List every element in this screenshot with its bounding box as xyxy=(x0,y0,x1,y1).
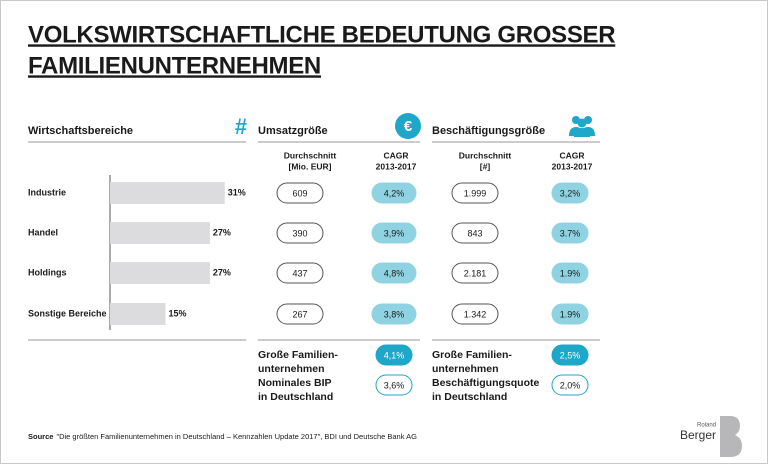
value-label: 31% xyxy=(228,187,246,197)
value-label: 15% xyxy=(169,308,187,318)
summary-label: unternehmen xyxy=(432,363,499,375)
summary-label: Große Familien- xyxy=(258,349,338,361)
pill-value: 843 xyxy=(467,228,482,238)
pill xyxy=(371,262,417,284)
icon-part xyxy=(569,127,595,137)
column-header: CAGR xyxy=(383,150,408,160)
bar xyxy=(110,303,166,325)
pill-value: 3,2% xyxy=(560,188,581,198)
people-icon xyxy=(569,116,595,137)
column-header: Durchschnitt xyxy=(284,150,337,160)
section-title: Beschäftigungsgröße xyxy=(432,125,545,137)
summary-label: Große Familien- xyxy=(432,349,512,361)
pill xyxy=(551,182,589,204)
pill-value: 3,6% xyxy=(384,380,405,390)
pill xyxy=(551,344,589,366)
section-title: Wirtschaftsbereiche xyxy=(28,125,133,137)
column-header: Durchschnitt xyxy=(459,150,512,160)
pill-value: 4,1% xyxy=(384,350,405,360)
bar xyxy=(110,182,225,204)
title-line: VOLKSWIRTSCHAFTLICHE BEDEUTUNG GROSSER xyxy=(28,21,615,48)
column-header: [#] xyxy=(480,161,491,171)
logo-name: Berger xyxy=(680,428,716,442)
pill xyxy=(451,303,499,325)
column-header: 2013-2017 xyxy=(552,161,593,171)
pill-value: 1.9% xyxy=(560,309,581,319)
pill xyxy=(451,262,499,284)
pill xyxy=(371,222,417,244)
bar xyxy=(110,222,210,244)
pill xyxy=(375,344,413,366)
category-label: Holdings xyxy=(28,267,67,277)
column-header: 2013-2017 xyxy=(376,161,417,171)
pill-value: 2,5% xyxy=(560,350,581,360)
pill-value: 390 xyxy=(292,228,307,238)
pill-value: 609 xyxy=(292,188,307,198)
pill xyxy=(276,262,324,284)
source-label: Source xyxy=(28,432,53,441)
pill xyxy=(371,303,417,325)
pill xyxy=(551,374,589,396)
pill xyxy=(371,182,417,204)
logo-mark xyxy=(720,416,742,457)
pill xyxy=(276,182,324,204)
pill xyxy=(451,182,499,204)
pill xyxy=(451,222,499,244)
pill xyxy=(551,222,589,244)
value-label: 27% xyxy=(213,267,231,277)
pill-value: 1.9% xyxy=(560,268,581,278)
pill-value: 3.7% xyxy=(560,228,581,238)
summary-label: in Deutschland xyxy=(258,391,333,403)
summary-label: Beschäftigungsquote xyxy=(432,377,539,389)
pill-value: 3,8% xyxy=(384,309,405,319)
summary-label: unternehmen xyxy=(258,363,325,375)
pill-value: 1.342 xyxy=(464,309,487,319)
column-header: CAGR xyxy=(559,150,584,160)
pill-value: 4,2% xyxy=(384,188,405,198)
pill xyxy=(551,303,589,325)
pill-value: 267 xyxy=(292,309,307,319)
bar xyxy=(110,262,210,284)
pill-value: 3,9% xyxy=(384,228,405,238)
pill xyxy=(276,222,324,244)
source-text: "Die größten Familienunternehmen in Deut… xyxy=(56,432,417,441)
category-label: Industrie xyxy=(28,187,66,197)
category-label: Handel xyxy=(28,227,58,237)
pill-value: 1.999 xyxy=(464,188,487,198)
pill xyxy=(375,374,413,396)
pill xyxy=(276,303,324,325)
pill-value: 2.181 xyxy=(464,268,487,278)
pill-value: 4,8% xyxy=(384,268,405,278)
pill xyxy=(551,262,589,284)
section-title: Umsatzgröße xyxy=(258,125,328,137)
source: Source "Die größten Familienunternehmen i… xyxy=(28,432,417,441)
pill-value: 437 xyxy=(292,268,307,278)
category-label: Sonstige Bereiche xyxy=(28,308,107,318)
title-line: FAMILIENUNTERNEHMEN xyxy=(28,52,321,79)
value-label: 27% xyxy=(213,227,231,237)
summary-label: Nominales BIP xyxy=(258,377,332,389)
pill-value: 2,0% xyxy=(560,380,581,390)
logo-small: Roland xyxy=(697,423,716,429)
euro-icon xyxy=(395,113,421,139)
icon-part xyxy=(577,118,587,128)
summary-label: in Deutschland xyxy=(432,391,507,403)
section-icon: # xyxy=(235,114,247,139)
column-header: [Mio. EUR] xyxy=(289,161,332,171)
section-icon: € xyxy=(404,118,413,135)
